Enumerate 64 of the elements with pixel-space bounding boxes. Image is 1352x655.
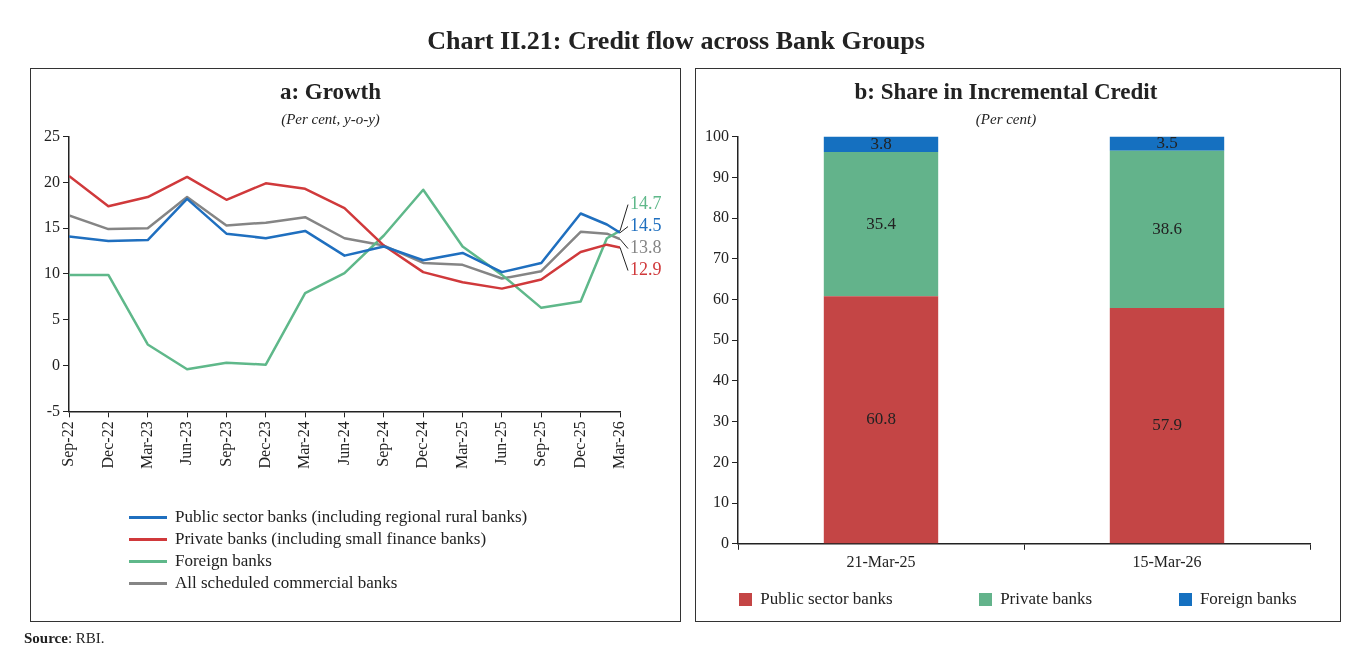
x-tick-label: Jun-25 [492, 421, 510, 465]
x-tick-label: Dec-25 [570, 421, 588, 469]
x-tick-label: Sep-23 [216, 421, 235, 467]
x-tick-label: Dec-22 [98, 421, 116, 469]
data-label: 12.9 [630, 259, 662, 280]
y-tick-label: 0 [52, 355, 60, 373]
y-tick-label: 100 [705, 126, 729, 144]
data-label: 13.8 [630, 237, 662, 258]
y-tick-label: 50 [713, 330, 729, 348]
bar [1109, 136, 1225, 151]
data-label: 3.5 [1156, 133, 1178, 153]
data-label: 3.8 [870, 133, 892, 153]
x-tick-label: Sep-25 [531, 421, 550, 467]
y-tick-label: 0 [721, 534, 729, 551]
x-tick-label: Dec-23 [255, 421, 273, 469]
y-tick-label: 60 [713, 289, 729, 307]
data-label: 14.5 [630, 215, 662, 236]
y-tick-label: 30 [713, 411, 729, 429]
y-tick-label: -5 [46, 401, 60, 419]
bar [1109, 150, 1225, 309]
data-label: 57.9 [1152, 415, 1182, 435]
legend-label: Public sector banks (including regional rural banks) [175, 507, 528, 527]
legend-label: Foreign banks [1199, 589, 1297, 609]
y-tick-label: 90 [713, 167, 729, 185]
y-tick-label: 5 [52, 309, 60, 327]
legend-label: Private banks [1000, 589, 1093, 609]
data-label: 35.4 [866, 213, 897, 233]
x-tick-label: Mar-26 [610, 421, 628, 470]
y-tick-label: 40 [713, 371, 729, 389]
x-tick-label: 21-Mar-25 [846, 552, 916, 570]
chart-title: a: Growth [279, 78, 382, 104]
y-tick-label: 15 [44, 218, 60, 236]
bar [823, 152, 939, 297]
y-tick-label: 25 [44, 126, 60, 144]
y-tick-label: 10 [713, 493, 729, 511]
text: Chart II.21: Credit flow across Bank Groups [426, 26, 926, 56]
y-tick-label: 70 [713, 248, 729, 266]
legend-label: Public sector banks [760, 589, 893, 609]
bar [1109, 308, 1225, 544]
x-tick-label: Jun-23 [177, 421, 195, 465]
y-tick-label: 20 [713, 452, 729, 470]
bar [823, 136, 939, 153]
x-tick-label: Sep-22 [59, 421, 78, 467]
y-tick-label: 10 [44, 264, 60, 282]
x-tick-label: Mar-23 [137, 421, 155, 470]
x-tick-label: Mar-24 [295, 421, 313, 470]
x-tick-label: Dec-24 [413, 421, 431, 469]
bar [823, 296, 939, 544]
data-label: 38.6 [1152, 218, 1182, 238]
x-tick-label: Mar-25 [452, 421, 470, 470]
chart-subtitle: (Per cent) [975, 110, 1037, 128]
chart-subtitle: (Per cent, y-o-y) [281, 110, 380, 128]
chart-title: b: Share in Incremental Credit [854, 78, 1158, 104]
x-tick-label: 15-Mar-26 [1132, 552, 1202, 570]
y-tick-label: 20 [44, 172, 60, 190]
data-label: 14.7 [630, 193, 662, 214]
legend-label: Foreign banks [175, 551, 272, 571]
data-label: 60.8 [866, 409, 896, 429]
legend-label: Private banks (including small finance banks) [175, 529, 487, 549]
y-tick-label: 80 [713, 208, 729, 226]
legend-label: All scheduled commercial banks [175, 573, 398, 593]
source-note: Source: RBI. [24, 630, 105, 647]
x-tick-label: Sep-24 [374, 421, 393, 467]
x-tick-label: Jun-24 [334, 421, 352, 465]
